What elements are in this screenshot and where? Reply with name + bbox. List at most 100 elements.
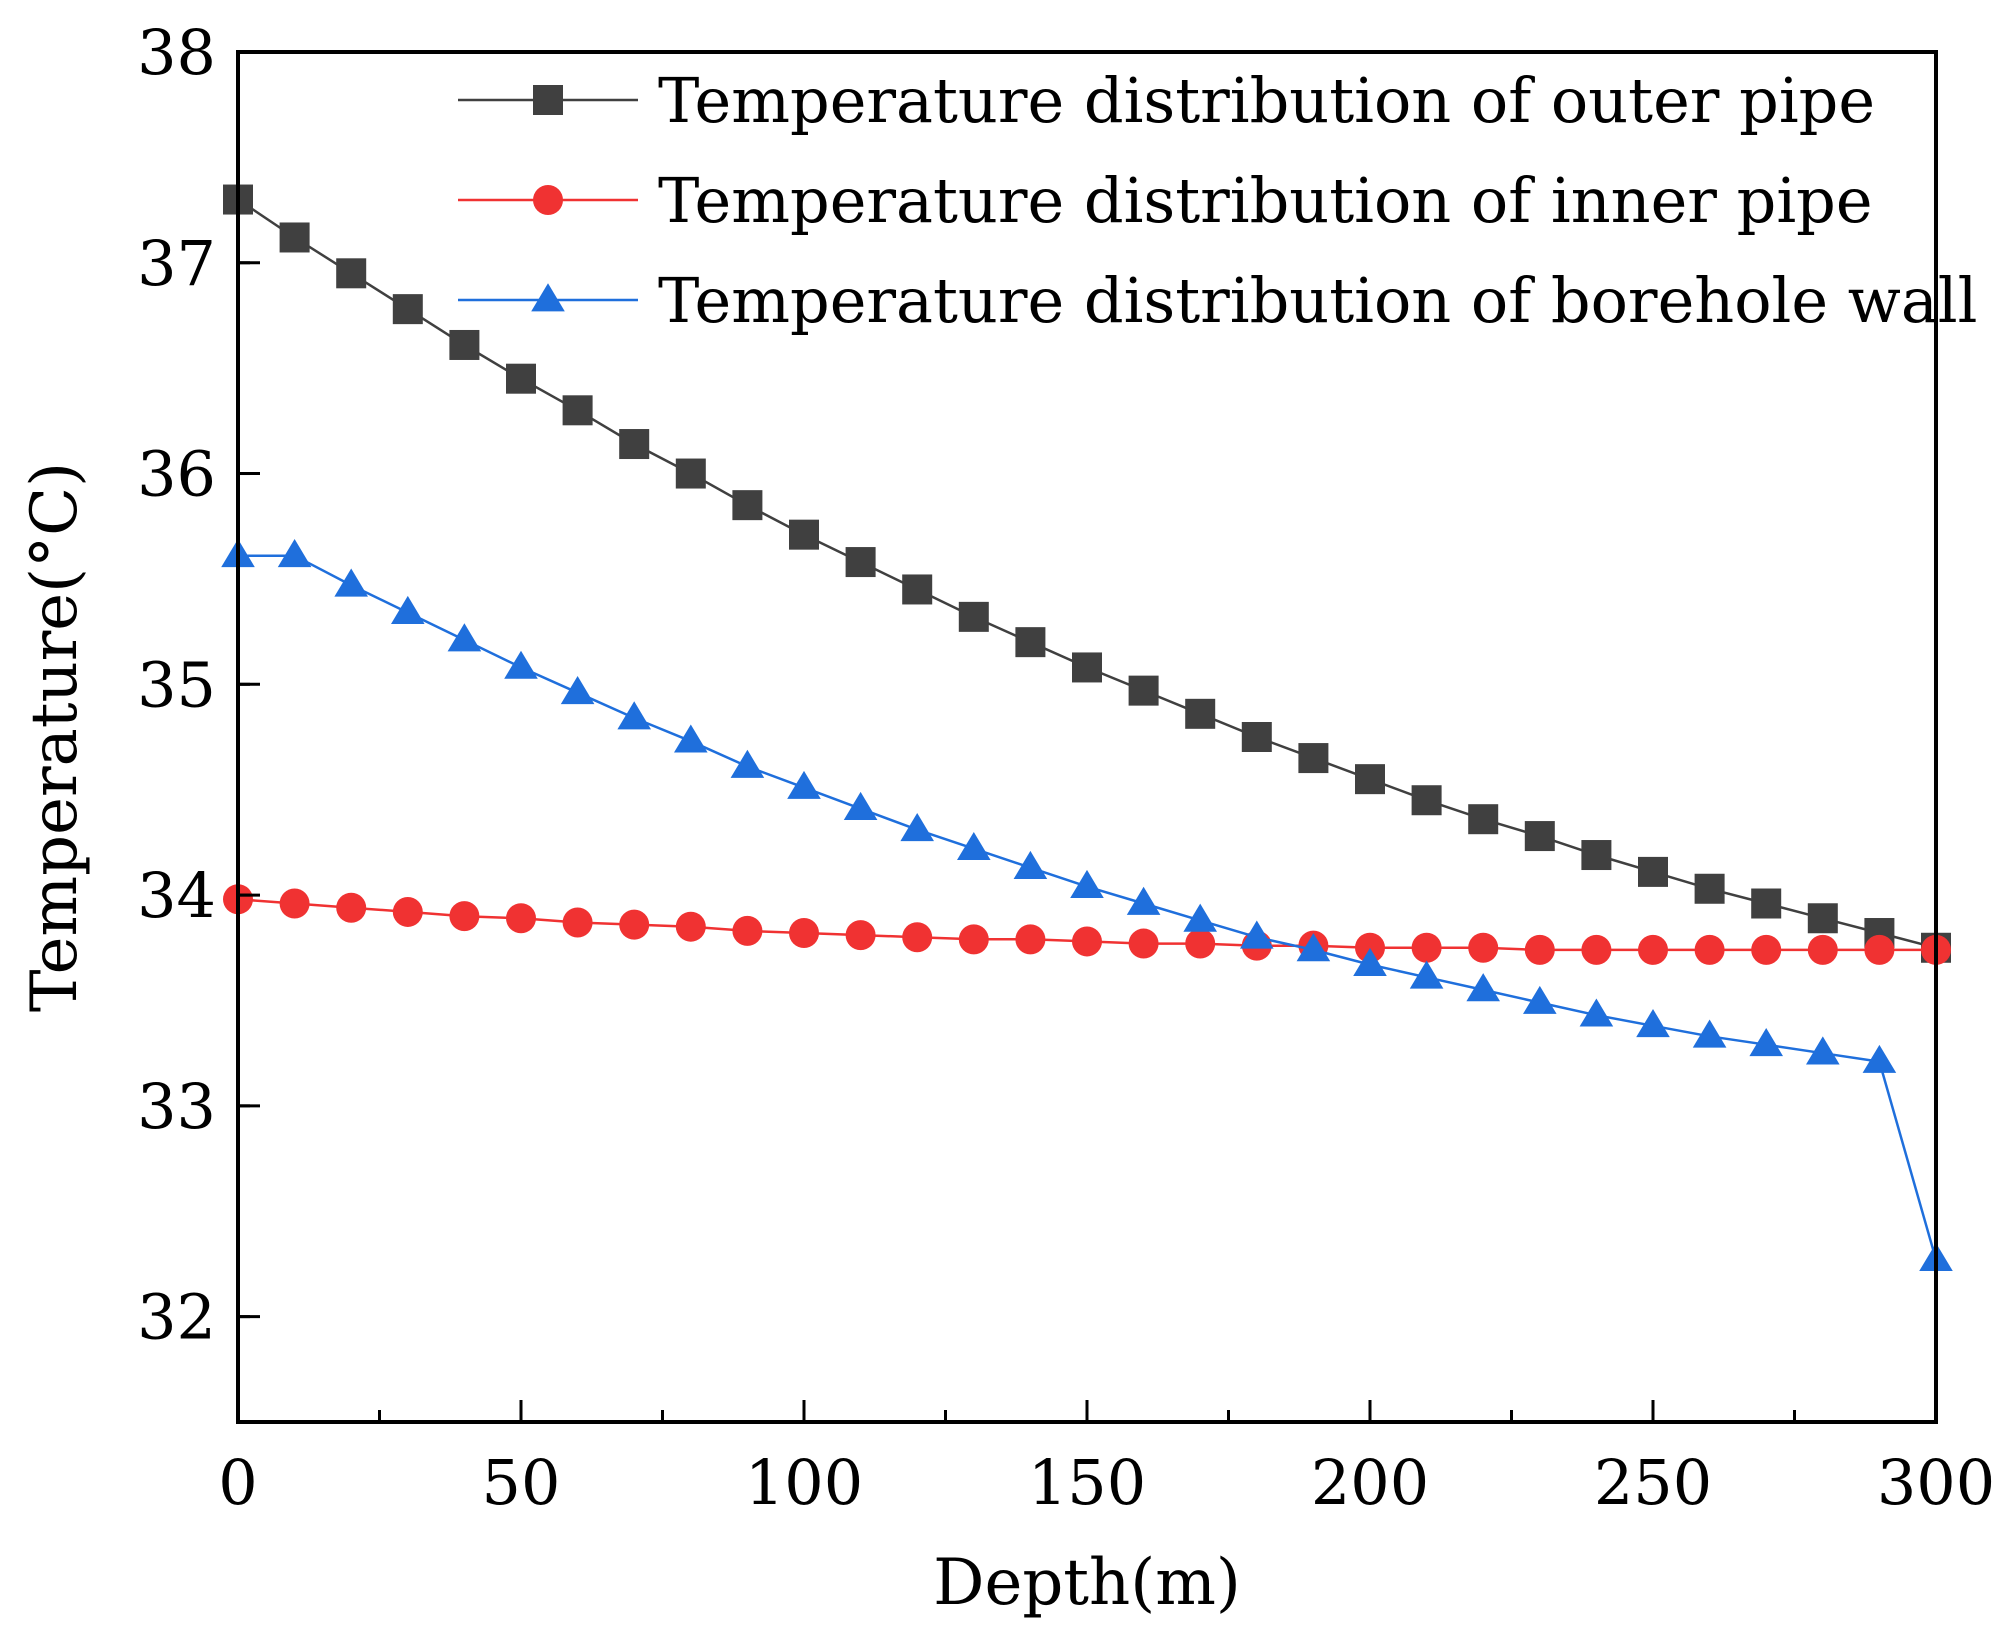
data-point xyxy=(1355,932,1385,963)
legend-marker xyxy=(533,185,563,215)
data-point xyxy=(1749,1027,1783,1057)
y-tick-label: 34 xyxy=(137,859,216,932)
data-point xyxy=(391,595,425,624)
data-point xyxy=(562,395,593,426)
legend-item: Temperature distribution of borehole wal… xyxy=(458,264,1977,337)
y-tick-label: 37 xyxy=(137,227,216,300)
data-point xyxy=(336,258,367,289)
data-point xyxy=(334,568,368,597)
ticks-layer: 0 50 100 150 200 250 300 32 33 34 35 36 37 38 xyxy=(137,16,1995,1519)
data-point xyxy=(1807,934,1838,965)
legend: Temperature distribution of outer pipe Te… xyxy=(458,64,1977,337)
data-point xyxy=(562,907,593,938)
data-point xyxy=(1241,722,1272,752)
legend-label: Temperature distribution of outer pipe xyxy=(658,64,1875,137)
data-point xyxy=(1636,1009,1670,1038)
y-tick-label: 38 xyxy=(137,16,216,89)
data-point xyxy=(1807,903,1838,934)
data-point xyxy=(730,749,765,778)
series-2 xyxy=(223,884,1951,965)
series-layer xyxy=(221,184,1953,1272)
y-tick-label: 33 xyxy=(137,1070,216,1143)
data-point xyxy=(1751,888,1782,919)
data-point xyxy=(1126,886,1161,915)
data-point xyxy=(619,909,650,940)
legend-item: Temperature distribution of outer pipe xyxy=(458,64,1875,137)
data-point xyxy=(1523,985,1557,1014)
legend-label: Temperature distribution of inner pipe xyxy=(658,164,1873,237)
legend-marker xyxy=(531,283,565,312)
data-point xyxy=(1128,928,1159,959)
data-point xyxy=(1579,998,1614,1027)
data-point xyxy=(279,888,310,919)
data-point xyxy=(900,812,934,842)
data-point xyxy=(1072,926,1102,957)
data-point xyxy=(1806,1036,1840,1065)
data-point xyxy=(1524,821,1555,852)
data-point xyxy=(845,547,876,578)
data-point xyxy=(1751,934,1782,965)
data-point xyxy=(1015,627,1046,658)
data-point xyxy=(560,675,595,705)
data-point xyxy=(902,574,933,605)
data-point xyxy=(447,623,482,652)
data-point xyxy=(789,519,819,550)
x-tick-label: 0 xyxy=(218,1446,257,1519)
data-point xyxy=(449,329,480,360)
data-point xyxy=(617,701,651,730)
data-point xyxy=(958,924,989,955)
data-point xyxy=(392,896,423,927)
data-point xyxy=(504,650,538,679)
data-point xyxy=(277,538,312,568)
data-point xyxy=(1468,932,1499,963)
data-point xyxy=(1581,934,1612,965)
x-axis-title: Depth(m) xyxy=(933,1546,1241,1620)
data-point xyxy=(1298,743,1329,774)
data-point xyxy=(1296,933,1331,962)
data-point xyxy=(845,920,876,951)
data-point xyxy=(1072,652,1102,683)
data-point xyxy=(1185,928,1216,959)
data-point xyxy=(506,363,536,394)
data-point xyxy=(1638,934,1668,965)
data-point xyxy=(1015,924,1046,955)
data-point xyxy=(958,601,989,632)
data-point xyxy=(675,458,706,489)
data-point xyxy=(279,222,310,253)
legend-label: Temperature distribution of borehole wal… xyxy=(658,264,1977,337)
legend-item: Temperature distribution of inner pipe xyxy=(458,164,1873,237)
data-point xyxy=(1862,1044,1897,1073)
data-point xyxy=(1524,934,1555,965)
data-point xyxy=(843,791,878,821)
data-point xyxy=(787,770,821,799)
data-point xyxy=(1183,903,1217,932)
data-point xyxy=(1240,920,1274,949)
data-point xyxy=(1581,840,1612,871)
x-tick-label: 200 xyxy=(1311,1446,1429,1519)
data-point xyxy=(1692,1019,1727,1048)
data-point xyxy=(1185,698,1216,729)
x-tick-label: 150 xyxy=(1028,1446,1146,1519)
data-point xyxy=(1864,934,1895,965)
data-point xyxy=(1013,850,1048,880)
series-1 xyxy=(223,184,1951,963)
y-tick-label: 35 xyxy=(137,648,216,721)
data-point xyxy=(1411,932,1442,963)
data-point xyxy=(1070,869,1104,898)
data-point xyxy=(1128,675,1159,706)
data-point xyxy=(789,918,819,949)
data-point xyxy=(732,915,763,946)
data-point xyxy=(506,903,536,934)
x-tick-label: 300 xyxy=(1877,1446,1995,1519)
data-point xyxy=(674,724,708,753)
data-point xyxy=(1694,934,1725,965)
data-point xyxy=(392,294,423,325)
y-axis-title: Temperature(°C) xyxy=(18,462,92,1012)
data-point xyxy=(1409,960,1444,989)
x-tick-label: 100 xyxy=(745,1446,863,1519)
plot-frame xyxy=(236,50,1938,1424)
series-3 xyxy=(221,538,1953,1272)
data-point xyxy=(732,490,763,521)
